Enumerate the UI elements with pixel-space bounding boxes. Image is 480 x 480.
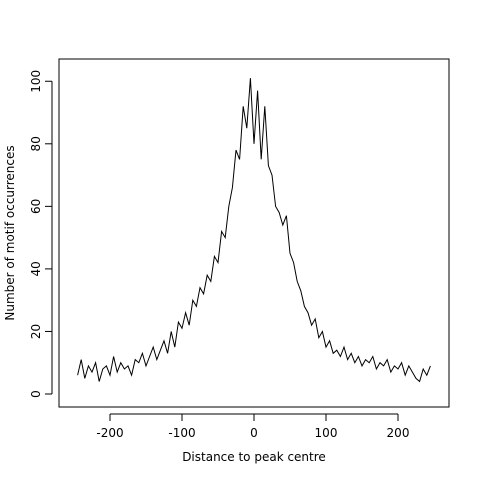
y-tick-label: 60 — [29, 199, 43, 214]
y-tick-label: 80 — [29, 136, 43, 151]
x-tick-label: -100 — [168, 426, 195, 440]
x-tick-label: 100 — [315, 426, 338, 440]
series-line-motif-occurrences — [77, 78, 431, 383]
y-tick-label: 100 — [29, 70, 43, 93]
ticks: -200 -100 0 100 200 0 20 40 60 80 100 — [29, 70, 409, 440]
plot-frame — [58, 58, 450, 408]
x-tick-label: -200 — [96, 426, 123, 440]
x-axis-title: Distance to peak centre — [182, 450, 326, 464]
x-tick-label: 200 — [387, 426, 410, 440]
y-tick-label: 20 — [29, 324, 43, 339]
y-axis-title: Number of motif occurrences — [3, 145, 17, 320]
y-tick-label: 0 — [29, 390, 43, 398]
x-tick-label: 0 — [250, 426, 258, 440]
y-tick-label: 40 — [29, 261, 43, 276]
